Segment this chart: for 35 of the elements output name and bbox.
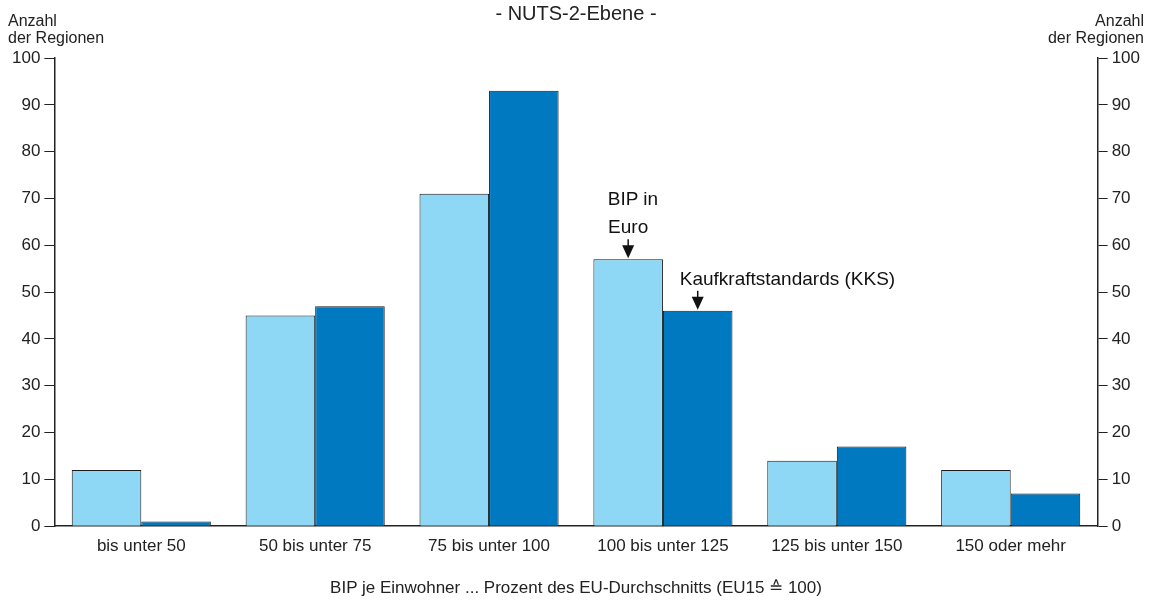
- x-tick-label: bis unter 50: [96, 536, 186, 556]
- y-tick-label: 40: [21, 328, 41, 348]
- y2-axis-title: Anzahl der Regionen: [1047, 12, 1144, 46]
- legend-title: BIP in: [607, 188, 659, 210]
- y2-tick-label: 50: [1111, 281, 1131, 301]
- y2-tick-label: 60: [1111, 234, 1131, 254]
- y-tick-label: 70: [21, 188, 41, 208]
- y2-tick-label: 100: [1111, 47, 1141, 67]
- y2-tick-label: 20: [1111, 422, 1131, 442]
- y2-tick-label: 40: [1111, 328, 1131, 348]
- x-tick-label: 150 oder mehr: [955, 536, 1067, 556]
- x-tick-label: 100 bis unter 125: [597, 536, 729, 556]
- y-axis-title: Anzahl der Regionen: [8, 12, 105, 46]
- x-axis-title: BIP je Einwohner ... Prozent des EU-Durchschnitts (EU15 ≙ 100): [330, 578, 822, 598]
- x-tick-label: 125 bis unter 150: [771, 536, 903, 556]
- y2-tick-label: 30: [1111, 375, 1131, 395]
- y2-tick-label: 80: [1111, 141, 1131, 161]
- y-tick-label: 50: [21, 281, 41, 301]
- x-tick-label: 75 bis unter 100: [428, 536, 551, 556]
- y-tick-label: 60: [21, 234, 41, 254]
- chart-title: - NUTS-2-Ebene -: [495, 2, 657, 24]
- y-tick-label: 0: [30, 515, 41, 535]
- y2-tick-label: 0: [1111, 515, 1122, 535]
- series-label: Euro: [608, 216, 649, 238]
- y2-tick-label: 90: [1111, 94, 1131, 114]
- x-tick-label: 50 bis unter 75: [258, 536, 372, 556]
- y-tick-label: 100: [11, 47, 41, 67]
- series-label: Kaufkraftstandards (KKS): [679, 267, 896, 289]
- y-tick-label: 20: [21, 422, 41, 442]
- y2-tick-label: 10: [1111, 469, 1131, 489]
- y-tick-label: 80: [21, 141, 41, 161]
- y2-tick-label: 70: [1111, 188, 1131, 208]
- y-tick-label: 90: [21, 94, 41, 114]
- y-tick-label: 30: [21, 375, 41, 395]
- y-tick-label: 10: [21, 469, 41, 489]
